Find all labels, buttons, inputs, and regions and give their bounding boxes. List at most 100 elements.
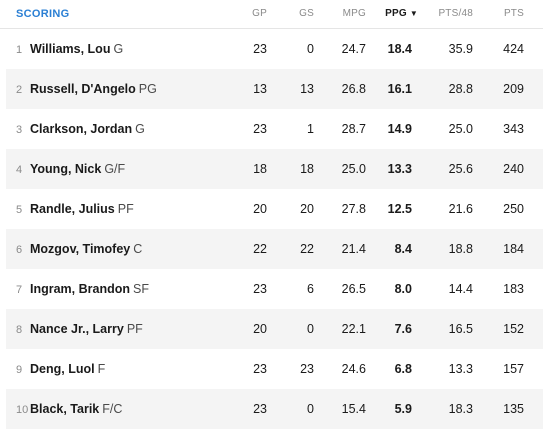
player-cell: Clarkson, Jordan G bbox=[30, 121, 145, 137]
player-cell: Mozgov, Timofey C bbox=[30, 241, 142, 257]
player-name-link[interactable]: Deng, Luol bbox=[30, 362, 95, 376]
stat-gp: 23 bbox=[253, 402, 267, 416]
stat-pts: 209 bbox=[503, 82, 524, 96]
stat-gs: 23 bbox=[300, 362, 314, 376]
player-name-link[interactable]: Williams, Lou bbox=[30, 42, 111, 56]
stat-gp: 22 bbox=[253, 242, 267, 256]
table-row: 6 Mozgov, Timofey C 22 22 21.4 8.4 18.8 184 bbox=[6, 229, 543, 269]
rank-number: 1 bbox=[16, 44, 23, 56]
sort-descending-icon: ▼ bbox=[409, 9, 418, 18]
stat-gs: 6 bbox=[307, 282, 314, 296]
stat-pts: 424 bbox=[503, 42, 524, 56]
column-header-ppg[interactable]: PPG ▼ bbox=[385, 7, 418, 21]
stat-mpg: 15.4 bbox=[341, 402, 366, 416]
player-cell: Randle, Julius PF bbox=[30, 201, 134, 217]
player-name-link[interactable]: Russell, D'Angelo bbox=[30, 82, 136, 96]
stat-gp: 23 bbox=[253, 282, 267, 296]
table-row: 8 Nance Jr., Larry PF 20 0 22.1 7.6 16.5 152 bbox=[6, 309, 543, 349]
rank-number: 2 bbox=[16, 84, 23, 96]
rank-number: 10 bbox=[16, 404, 29, 416]
stat-pts48: 14.4 bbox=[448, 282, 473, 296]
stat-mpg: 28.7 bbox=[341, 122, 366, 136]
stat-gs: 20 bbox=[300, 202, 314, 216]
player-name-link[interactable]: Nance Jr., Larry bbox=[30, 322, 124, 336]
stat-pts: 250 bbox=[503, 202, 524, 216]
player-name-link[interactable]: Young, Nick bbox=[30, 162, 102, 176]
player-position: F/C bbox=[102, 402, 123, 416]
column-header-gs[interactable]: GS bbox=[299, 8, 314, 19]
column-header-gp[interactable]: GP bbox=[252, 8, 267, 19]
table-row: 2 Russell, D'Angelo PG 13 13 26.8 16.1 28.8 209 bbox=[6, 69, 543, 109]
table-row: 7 Ingram, Brandon SF 23 6 26.5 8.0 14.4 183 bbox=[0, 269, 543, 309]
player-position: PF bbox=[117, 202, 134, 216]
rank-number: 5 bbox=[16, 204, 23, 216]
stat-gs: 0 bbox=[307, 402, 314, 416]
rank-number: 9 bbox=[16, 364, 23, 376]
stat-mpg: 24.6 bbox=[341, 362, 366, 376]
stat-ppg: 14.9 bbox=[387, 122, 412, 136]
player-name-link[interactable]: Clarkson, Jordan bbox=[30, 122, 133, 136]
stat-ppg: 5.9 bbox=[394, 402, 412, 416]
stat-gs: 18 bbox=[300, 162, 314, 176]
table-title: SCORING bbox=[16, 8, 70, 20]
player-cell: Williams, Lou G bbox=[30, 41, 123, 57]
table-row: 5 Randle, Julius PF 20 20 27.8 12.5 21.6 250 bbox=[0, 189, 543, 229]
stat-pts48: 25.6 bbox=[448, 162, 473, 176]
player-position: PF bbox=[126, 322, 143, 336]
table-header: SCORING GP GS MPG PPG ▼ PTS/48 PTS bbox=[0, 0, 543, 29]
stat-pts48: 13.3 bbox=[448, 362, 473, 376]
player-cell: Ingram, Brandon SF bbox=[30, 281, 149, 297]
table-row: 9 Deng, Luol F 23 23 24.6 6.8 13.3 157 bbox=[0, 349, 543, 389]
player-cell: Russell, D'Angelo PG bbox=[30, 81, 157, 97]
column-header-ppg-label: PPG bbox=[385, 8, 407, 19]
stat-gp: 23 bbox=[253, 122, 267, 136]
column-header-pts[interactable]: PTS bbox=[503, 8, 524, 19]
player-position: G bbox=[135, 122, 145, 136]
stat-gp: 18 bbox=[253, 162, 267, 176]
stat-pts48: 18.8 bbox=[448, 242, 473, 256]
stat-gs: 13 bbox=[300, 82, 314, 96]
rank-number: 6 bbox=[16, 244, 23, 256]
stat-pts48: 28.8 bbox=[448, 82, 473, 96]
player-name-link[interactable]: Ingram, Brandon bbox=[30, 282, 131, 296]
player-name-link[interactable]: Black, Tarik bbox=[30, 402, 100, 416]
stat-ppg: 12.5 bbox=[387, 202, 412, 216]
stat-ppg: 8.4 bbox=[394, 242, 412, 256]
stat-ppg: 8.0 bbox=[394, 282, 412, 296]
table-row: 3 Clarkson, Jordan G 23 1 28.7 14.9 25.0 343 bbox=[0, 109, 543, 149]
rank-number: 3 bbox=[16, 124, 23, 136]
player-name-link[interactable]: Randle, Julius bbox=[30, 202, 115, 216]
table-row: 10 Black, Tarik F/C 23 0 15.4 5.9 18.3 135 bbox=[6, 389, 543, 429]
player-cell: Black, Tarik F/C bbox=[30, 401, 122, 417]
stat-pts48: 16.5 bbox=[448, 322, 473, 336]
stat-pts: 240 bbox=[503, 162, 524, 176]
stat-mpg: 24.7 bbox=[341, 42, 366, 56]
stat-mpg: 26.8 bbox=[341, 82, 366, 96]
stat-pts: 183 bbox=[503, 282, 524, 296]
stat-pts: 343 bbox=[503, 122, 524, 136]
column-header-mpg[interactable]: MPG bbox=[342, 8, 366, 19]
stat-gs: 22 bbox=[300, 242, 314, 256]
player-cell: Deng, Luol F bbox=[30, 361, 105, 377]
stat-gp: 13 bbox=[253, 82, 267, 96]
stat-ppg: 7.6 bbox=[394, 322, 412, 336]
stat-pts: 135 bbox=[503, 402, 524, 416]
stat-pts48: 21.6 bbox=[448, 202, 473, 216]
table-row: 4 Young, Nick G/F 18 18 25.0 13.3 25.6 240 bbox=[6, 149, 543, 189]
rank-number: 7 bbox=[16, 284, 23, 296]
table-row: 1 Williams, Lou G 23 0 24.7 18.4 35.9 424 bbox=[0, 29, 543, 69]
player-position: G bbox=[113, 42, 124, 56]
stat-mpg: 26.5 bbox=[341, 282, 366, 296]
stat-pts: 184 bbox=[503, 242, 524, 256]
column-header-pts48[interactable]: PTS/48 bbox=[438, 8, 473, 19]
player-position: F bbox=[97, 362, 106, 376]
rank-number: 4 bbox=[16, 164, 23, 176]
stat-mpg: 21.4 bbox=[341, 242, 366, 256]
stat-pts: 152 bbox=[503, 322, 524, 336]
stat-gs: 0 bbox=[307, 322, 314, 336]
stat-ppg: 13.3 bbox=[387, 162, 412, 176]
stat-gp: 20 bbox=[253, 202, 267, 216]
player-name-link[interactable]: Mozgov, Timofey bbox=[30, 242, 131, 256]
player-cell: Nance Jr., Larry PF bbox=[30, 321, 143, 337]
